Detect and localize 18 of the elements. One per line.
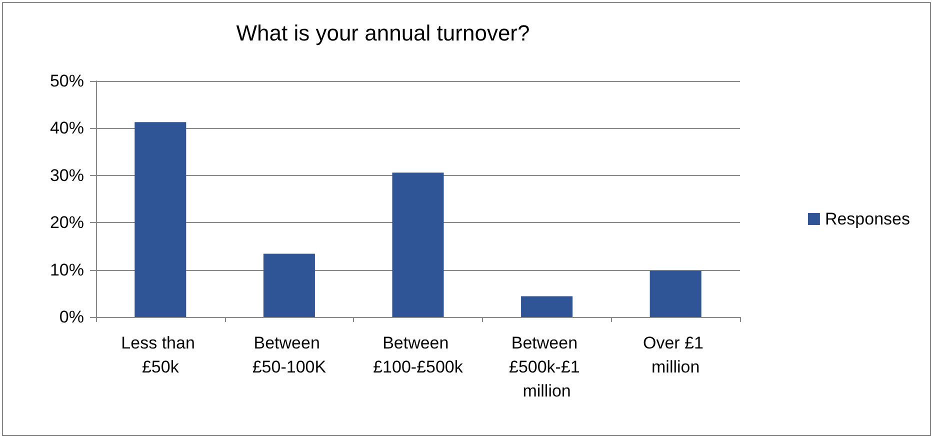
- bar: [521, 296, 573, 317]
- bar: [263, 254, 315, 317]
- bar: [650, 270, 702, 317]
- chart-title: What is your annual turnover?: [236, 20, 530, 46]
- y-tick-label: 40%: [50, 118, 84, 138]
- x-tick-label: Between £500k-£1 million: [508, 334, 585, 400]
- bar: [392, 172, 444, 317]
- x-tick-label: Over £1 million: [643, 334, 708, 376]
- bar: [134, 122, 186, 317]
- x-tick-label: Between £50-100K: [252, 334, 327, 376]
- y-tick-label: 10%: [50, 260, 84, 280]
- y-tick-label: 50%: [50, 72, 84, 90]
- x-tick-label: Less than £50k: [121, 334, 200, 376]
- y-tick-label: 30%: [50, 166, 84, 185]
- y-tick-label: 20%: [50, 213, 84, 232]
- x-tick-label: Between £100-£500k: [373, 334, 464, 376]
- y-tick-label: 0%: [59, 308, 84, 326]
- legend-label: Responses: [824, 210, 910, 228]
